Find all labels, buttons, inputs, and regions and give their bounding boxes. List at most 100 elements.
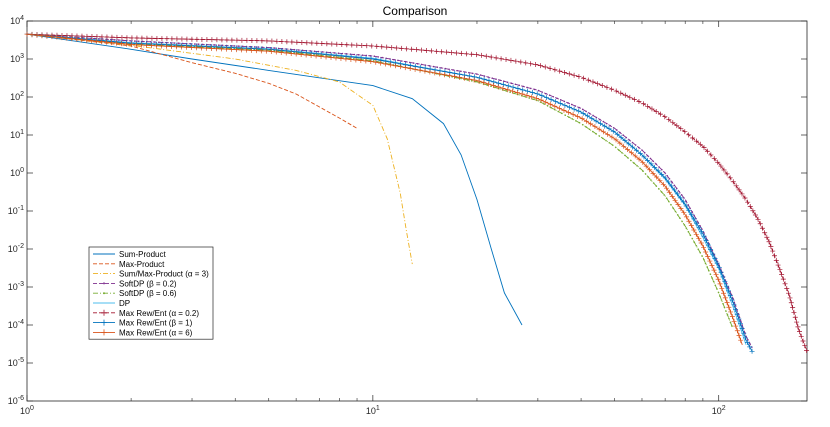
data-point: [609, 124, 612, 127]
data-point: [110, 38, 112, 41]
data-point: [524, 92, 530, 98]
data-point: [779, 271, 785, 277]
y-tick-label: 10-5: [8, 357, 24, 368]
y-tick-label: 10-4: [8, 319, 24, 330]
data-point: [599, 83, 605, 89]
data-point: [585, 126, 587, 128]
data-point: [321, 54, 323, 57]
data-point: [277, 50, 280, 52]
data-point: [54, 34, 60, 40]
data-point: [697, 141, 703, 147]
data-point: [637, 150, 643, 156]
data-point: [510, 82, 513, 85]
data-point: [609, 86, 615, 92]
data-point: [493, 55, 499, 61]
data-point: [627, 157, 629, 159]
data-point: [642, 170, 644, 172]
data-point: [617, 140, 623, 146]
data-point: [712, 280, 715, 283]
legend-marker: [101, 319, 107, 326]
data-point: [384, 44, 390, 50]
data-point: [139, 35, 145, 41]
data-point: [557, 110, 560, 113]
data-point: [744, 339, 750, 345]
data-point: [710, 251, 716, 257]
data-point: [649, 106, 655, 112]
data-point: [339, 41, 345, 47]
data-point: [519, 91, 525, 97]
data-point: [571, 72, 577, 78]
data-point: [683, 214, 689, 220]
data-point: [329, 51, 332, 54]
data-point: [173, 44, 179, 50]
data-point: [114, 39, 116, 41]
data-point: [64, 35, 70, 41]
data-point: [534, 91, 540, 97]
data-point: [691, 216, 697, 222]
data-point: [141, 40, 144, 43]
data-point: [696, 236, 702, 242]
data-point: [663, 194, 666, 196]
data-point: [681, 210, 687, 216]
series-7: [24, 31, 810, 353]
data-point: [571, 106, 577, 112]
data-point: [357, 58, 359, 60]
data-point: [412, 66, 418, 72]
data-point: [561, 107, 567, 113]
data-point: [673, 184, 676, 187]
data-point: [650, 170, 656, 176]
data-point: [728, 317, 730, 320]
data-point: [698, 240, 704, 246]
data-point: [556, 97, 558, 100]
data-point: [643, 163, 649, 169]
data-point: [550, 106, 552, 109]
data-point: [533, 88, 536, 91]
data-point: [404, 60, 407, 63]
legend-label: DP: [119, 299, 130, 308]
data-point: [526, 86, 528, 89]
data-point: [588, 128, 591, 131]
data-point: [685, 227, 688, 230]
data-point: [119, 35, 125, 41]
data-point: [378, 60, 384, 66]
data-point: [619, 131, 621, 134]
data-point: [775, 262, 781, 268]
data-point: [392, 63, 398, 69]
data-point: [363, 58, 369, 64]
data-point: [274, 38, 280, 44]
data-point: [579, 116, 585, 122]
data-point: [716, 265, 722, 271]
data-point: [630, 159, 632, 162]
data-point: [688, 212, 694, 218]
data-point: [643, 152, 646, 154]
y-tick-label: 100: [10, 167, 24, 178]
data-point: [181, 42, 184, 45]
data-point: [567, 102, 569, 104]
data-point: [289, 39, 295, 45]
data-point: [570, 103, 573, 106]
data-point: [592, 114, 594, 117]
data-point: [640, 101, 646, 107]
data-point: [114, 40, 120, 46]
data-point: [640, 159, 646, 165]
data-point: [703, 249, 709, 255]
data-point: [757, 221, 763, 227]
data-point: [690, 135, 696, 141]
data-point: [648, 161, 654, 167]
data-point: [691, 227, 697, 233]
data-point: [794, 319, 800, 325]
data-point: [699, 229, 705, 235]
data-point: [616, 129, 618, 131]
data-point: [329, 41, 335, 47]
data-point: [359, 42, 365, 48]
data-point: [687, 204, 689, 206]
data-point: [552, 67, 558, 73]
data-point: [766, 239, 772, 245]
data-point: [533, 62, 539, 68]
data-point: [773, 257, 779, 263]
data-point: [319, 41, 325, 47]
data-point: [570, 111, 576, 117]
data-point: [725, 310, 727, 312]
data-point: [590, 79, 596, 85]
data-point: [660, 181, 666, 187]
